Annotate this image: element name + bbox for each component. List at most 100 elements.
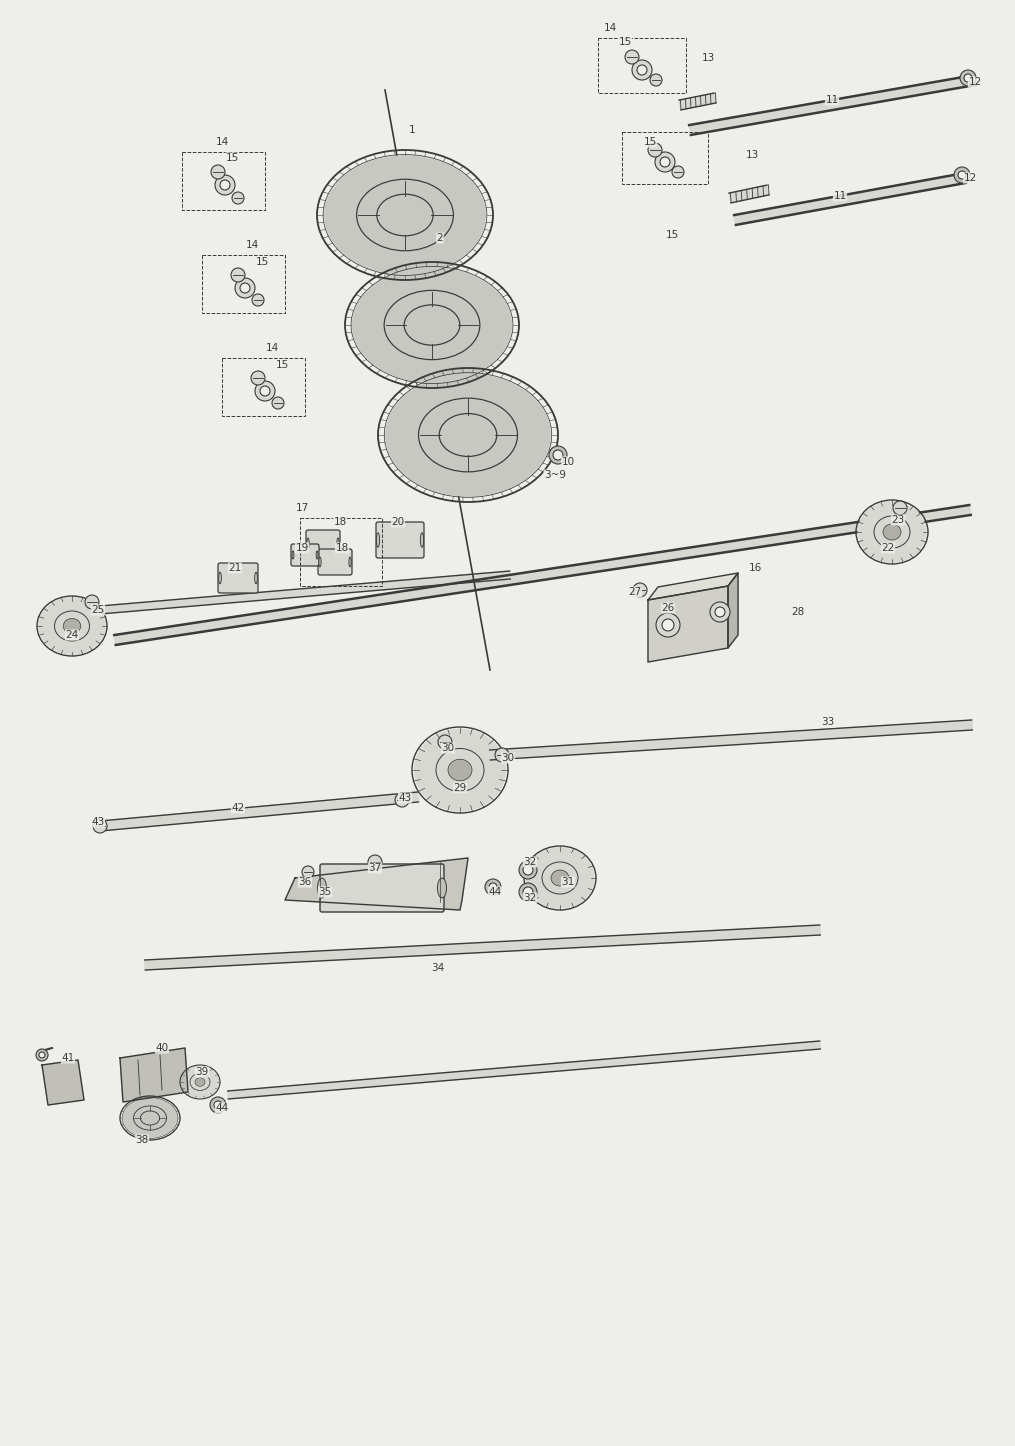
Ellipse shape (883, 523, 901, 539)
Text: 11: 11 (833, 191, 847, 201)
Polygon shape (227, 1041, 820, 1099)
FancyBboxPatch shape (306, 531, 340, 557)
Circle shape (523, 886, 533, 897)
Bar (300, 518, 382, 586)
Ellipse shape (526, 847, 595, 908)
Polygon shape (42, 1060, 84, 1105)
Text: 17: 17 (295, 503, 309, 513)
Text: 21: 21 (228, 562, 242, 573)
Circle shape (656, 613, 680, 638)
Circle shape (240, 283, 250, 294)
Ellipse shape (437, 878, 447, 898)
Ellipse shape (307, 538, 310, 548)
Text: 34: 34 (431, 963, 445, 973)
Circle shape (523, 865, 533, 875)
Circle shape (495, 748, 509, 762)
Text: 14: 14 (603, 23, 617, 33)
Circle shape (260, 386, 270, 396)
Text: 30: 30 (501, 753, 515, 763)
Circle shape (36, 1048, 48, 1061)
Text: 16: 16 (748, 562, 761, 573)
Ellipse shape (349, 557, 351, 567)
Text: 15: 15 (618, 38, 631, 48)
Text: 23: 23 (891, 515, 904, 525)
Text: 15: 15 (256, 257, 269, 268)
Circle shape (231, 268, 245, 282)
Text: 19: 19 (295, 544, 309, 552)
Ellipse shape (318, 878, 327, 898)
Circle shape (93, 818, 107, 833)
Circle shape (954, 166, 970, 184)
Polygon shape (648, 586, 728, 662)
Bar (598, 38, 686, 93)
Circle shape (660, 158, 670, 166)
Polygon shape (648, 573, 738, 600)
Ellipse shape (414, 729, 506, 811)
Text: 2: 2 (436, 233, 444, 243)
Text: 44: 44 (215, 1103, 228, 1113)
Polygon shape (489, 720, 972, 761)
Circle shape (648, 143, 662, 158)
Ellipse shape (63, 619, 81, 633)
FancyBboxPatch shape (218, 562, 258, 593)
Text: 13: 13 (745, 150, 758, 161)
Text: 3~9: 3~9 (544, 470, 566, 480)
Circle shape (964, 74, 972, 82)
Polygon shape (729, 185, 769, 202)
Circle shape (710, 602, 730, 622)
Bar (202, 254, 285, 312)
Circle shape (438, 735, 452, 749)
Circle shape (633, 583, 647, 597)
Polygon shape (689, 75, 975, 134)
Text: 12: 12 (968, 77, 982, 87)
Circle shape (632, 59, 652, 80)
Circle shape (672, 166, 684, 178)
Ellipse shape (292, 551, 294, 560)
Text: 41: 41 (61, 1053, 75, 1063)
Text: 15: 15 (666, 230, 679, 240)
Polygon shape (115, 505, 970, 645)
Text: 15: 15 (275, 360, 288, 370)
Text: 30: 30 (442, 743, 455, 753)
Ellipse shape (319, 557, 321, 567)
Polygon shape (728, 573, 738, 648)
Circle shape (220, 179, 230, 189)
Ellipse shape (858, 502, 927, 562)
Text: 15: 15 (644, 137, 657, 147)
Circle shape (232, 192, 244, 204)
Polygon shape (120, 1048, 188, 1102)
Text: 31: 31 (561, 878, 574, 886)
Circle shape (302, 866, 314, 878)
Text: 25: 25 (91, 604, 105, 615)
FancyBboxPatch shape (318, 549, 352, 576)
Circle shape (255, 380, 275, 401)
Ellipse shape (181, 1066, 219, 1099)
Text: 27: 27 (628, 587, 641, 597)
Circle shape (252, 294, 264, 307)
Bar (182, 152, 265, 210)
Text: 39: 39 (195, 1067, 209, 1077)
Circle shape (235, 278, 255, 298)
Circle shape (85, 594, 99, 609)
Circle shape (215, 175, 235, 195)
Text: 33: 33 (821, 717, 834, 727)
Circle shape (637, 65, 647, 75)
Circle shape (715, 607, 725, 617)
Polygon shape (99, 792, 418, 831)
Text: 38: 38 (135, 1135, 148, 1145)
Circle shape (39, 1053, 45, 1058)
Text: 43: 43 (91, 817, 105, 827)
Ellipse shape (377, 532, 380, 547)
Text: 18: 18 (335, 544, 348, 552)
Ellipse shape (316, 551, 318, 560)
Circle shape (650, 74, 662, 85)
Text: 13: 13 (701, 54, 715, 64)
Text: 10: 10 (561, 457, 574, 467)
Text: 32: 32 (524, 857, 537, 868)
Text: 14: 14 (215, 137, 228, 147)
Circle shape (655, 152, 675, 172)
Text: 42: 42 (231, 803, 245, 813)
Circle shape (214, 1100, 222, 1109)
Ellipse shape (352, 268, 512, 383)
Text: 14: 14 (265, 343, 279, 353)
